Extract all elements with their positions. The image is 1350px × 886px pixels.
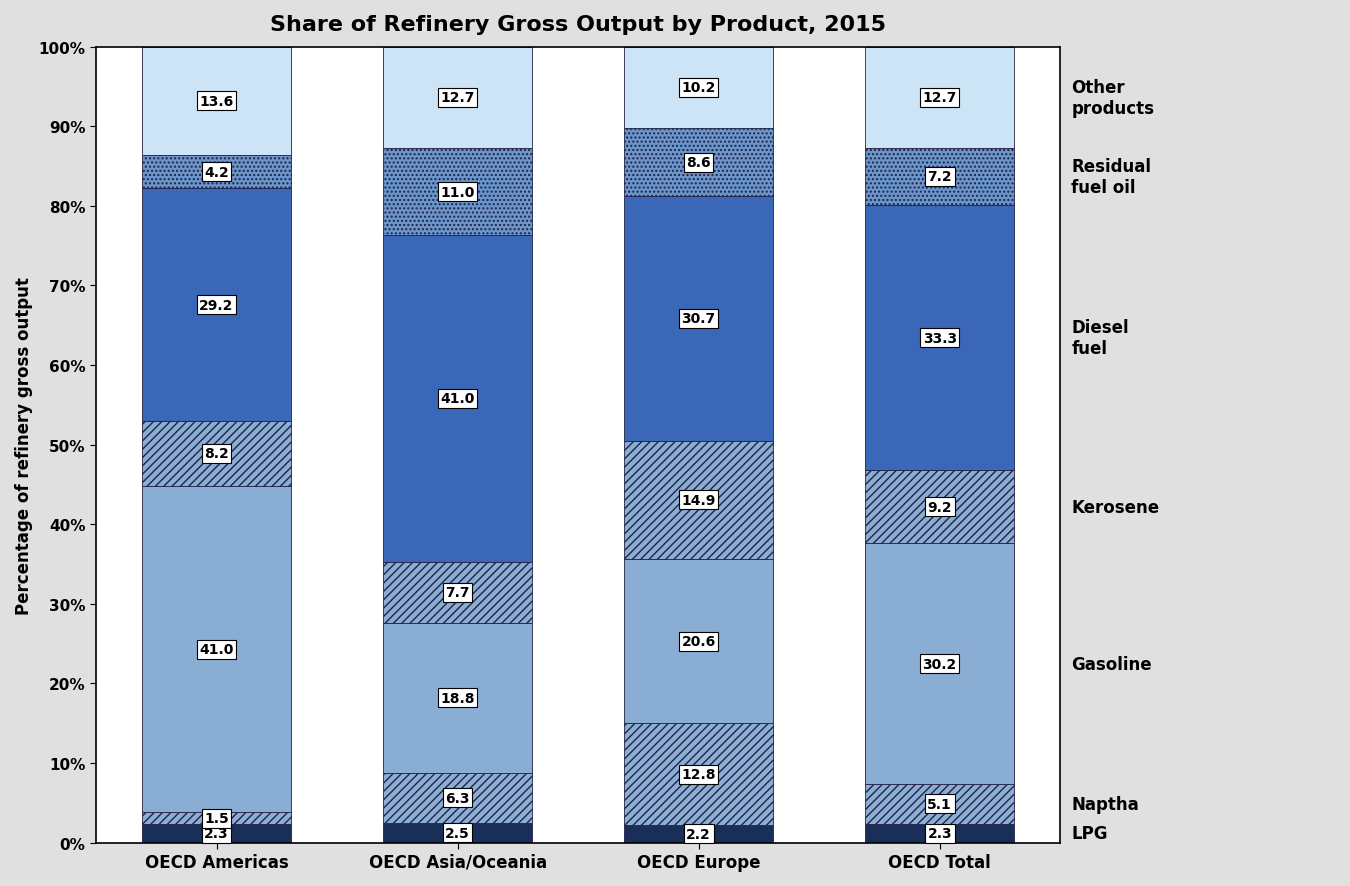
Text: 12.7: 12.7: [440, 91, 475, 105]
Bar: [142, 486, 292, 812]
Text: 11.0: 11.0: [440, 185, 475, 199]
Text: 20.6: 20.6: [682, 634, 716, 649]
Bar: [383, 623, 532, 773]
Text: Naptha: Naptha: [1072, 795, 1139, 813]
Bar: [624, 197, 774, 441]
Text: 41.0: 41.0: [440, 392, 475, 406]
Bar: [865, 470, 1014, 544]
Bar: [142, 48, 292, 156]
Bar: [142, 189, 292, 421]
Text: 12.7: 12.7: [922, 91, 957, 105]
Text: Other
products: Other products: [1072, 79, 1154, 118]
Text: 5.1: 5.1: [927, 797, 952, 811]
Text: 8.2: 8.2: [204, 447, 230, 461]
Bar: [865, 48, 1014, 149]
Bar: [142, 421, 292, 486]
Text: 9.2: 9.2: [927, 500, 952, 514]
Y-axis label: Percentage of refinery gross output: Percentage of refinery gross output: [15, 276, 32, 614]
Text: 7.2: 7.2: [927, 170, 952, 184]
Bar: [624, 128, 774, 197]
Text: 12.8: 12.8: [682, 767, 716, 781]
Bar: [624, 723, 774, 825]
Text: Residual
fuel oil: Residual fuel oil: [1072, 158, 1152, 197]
Title: Share of Refinery Gross Output by Product, 2015: Share of Refinery Gross Output by Produc…: [270, 15, 886, 35]
Text: 2.3: 2.3: [204, 827, 228, 841]
Text: 2.3: 2.3: [927, 827, 952, 841]
Text: 6.3: 6.3: [446, 790, 470, 804]
Bar: [383, 773, 532, 823]
Bar: [865, 206, 1014, 470]
Bar: [865, 149, 1014, 206]
Text: 14.9: 14.9: [682, 494, 716, 508]
Bar: [865, 784, 1014, 824]
Text: 2.2: 2.2: [686, 827, 711, 841]
Text: 29.2: 29.2: [200, 299, 234, 312]
Text: 1.5: 1.5: [204, 812, 230, 826]
Bar: [624, 560, 774, 723]
Text: 41.0: 41.0: [200, 642, 234, 657]
Text: 33.3: 33.3: [922, 331, 957, 346]
Text: 30.7: 30.7: [682, 312, 716, 326]
Bar: [624, 825, 774, 843]
Text: Kerosene: Kerosene: [1072, 498, 1160, 517]
Text: 18.8: 18.8: [440, 691, 475, 705]
Bar: [383, 562, 532, 623]
Bar: [142, 156, 292, 189]
Bar: [383, 823, 532, 843]
Text: 13.6: 13.6: [200, 95, 234, 109]
Bar: [865, 824, 1014, 843]
Bar: [383, 236, 532, 562]
Bar: [865, 544, 1014, 784]
Bar: [142, 812, 292, 824]
Bar: [624, 441, 774, 560]
Text: 4.2: 4.2: [204, 166, 230, 180]
Text: 8.6: 8.6: [686, 156, 711, 170]
Text: 10.2: 10.2: [682, 82, 716, 95]
Bar: [383, 48, 532, 149]
Text: 2.5: 2.5: [446, 826, 470, 840]
Text: 30.2: 30.2: [922, 657, 957, 671]
Text: Gasoline: Gasoline: [1072, 655, 1152, 672]
Text: Diesel
fuel: Diesel fuel: [1072, 319, 1129, 358]
Bar: [142, 824, 292, 843]
Text: 7.7: 7.7: [446, 586, 470, 600]
Bar: [624, 48, 774, 128]
Text: LPG: LPG: [1072, 825, 1108, 843]
Bar: [383, 149, 532, 236]
